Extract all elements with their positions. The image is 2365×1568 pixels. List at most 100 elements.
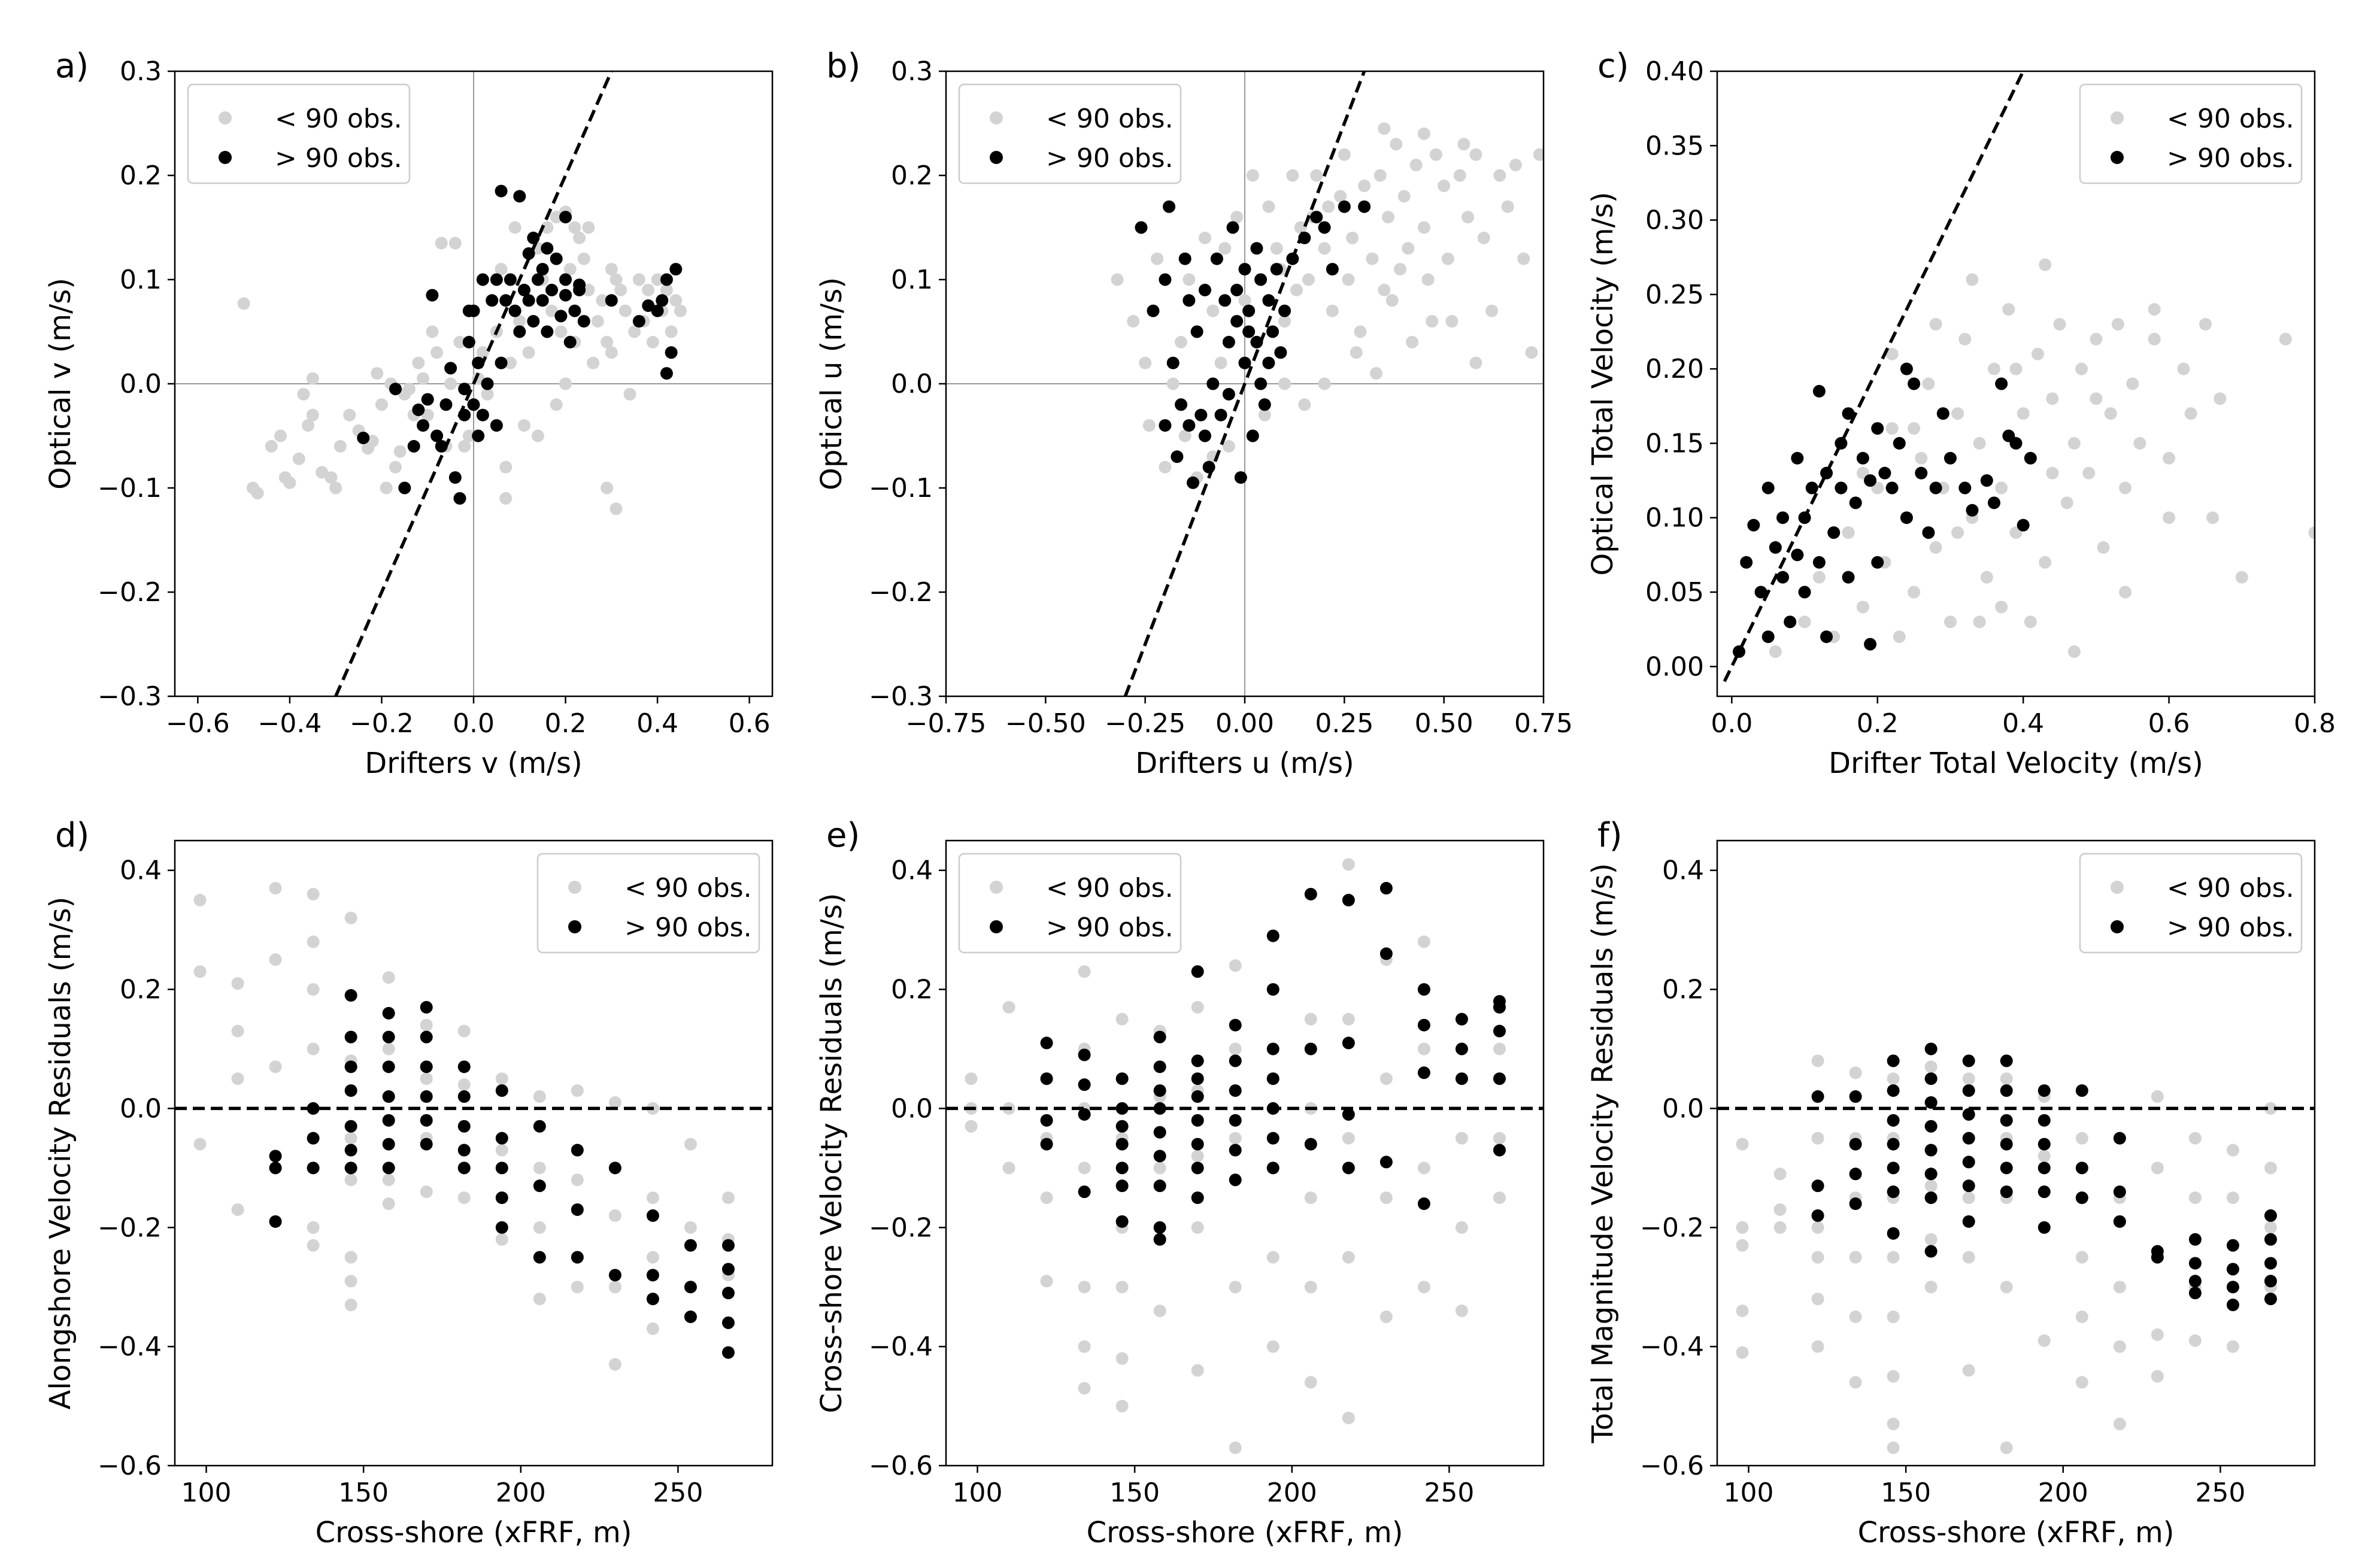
x-tick-label: 0.6 bbox=[729, 708, 771, 739]
data-point bbox=[1379, 1155, 1393, 1169]
data-point bbox=[2188, 1275, 2202, 1288]
data-point bbox=[660, 367, 673, 380]
data-point bbox=[1153, 1179, 1166, 1193]
y-tick-label: −0.4 bbox=[1640, 1332, 1704, 1362]
legend-box bbox=[958, 83, 1182, 184]
data-point bbox=[1304, 1138, 1317, 1151]
data-point bbox=[1206, 377, 1220, 390]
data-point bbox=[476, 273, 489, 286]
data-point bbox=[1951, 407, 1964, 420]
data-point bbox=[1229, 1042, 1242, 1056]
data-point bbox=[1469, 356, 1482, 369]
data-point bbox=[1222, 335, 1235, 348]
data-point bbox=[2046, 392, 2059, 405]
legend-marker bbox=[990, 151, 1003, 164]
data-point bbox=[2075, 1191, 2088, 1205]
data-point bbox=[2199, 318, 2212, 331]
data-point bbox=[1115, 1161, 1129, 1175]
data-point bbox=[435, 236, 448, 250]
x-tick-label: 0.4 bbox=[2002, 708, 2044, 739]
legend-marker bbox=[2111, 920, 2124, 933]
data-point bbox=[1366, 252, 1379, 265]
x-tick-label: 250 bbox=[653, 1478, 703, 1508]
data-point bbox=[1995, 600, 2008, 614]
data-point bbox=[1842, 526, 1855, 539]
x-axis-label: Cross-shore (xFRF, m) bbox=[1858, 1516, 2175, 1549]
data-point bbox=[1153, 1304, 1166, 1317]
data-point bbox=[2264, 1257, 2277, 1270]
data-point bbox=[344, 1161, 357, 1175]
legend-marker bbox=[219, 111, 232, 125]
data-point bbox=[1820, 466, 1833, 480]
data-point bbox=[608, 1281, 621, 1294]
x-tick-label: 0.75 bbox=[1514, 708, 1573, 739]
x-tick-label: −0.50 bbox=[1005, 708, 1086, 739]
data-point bbox=[382, 971, 395, 984]
data-point bbox=[499, 460, 513, 474]
data-point bbox=[1153, 1102, 1166, 1115]
data-point bbox=[2133, 436, 2146, 450]
data-point bbox=[2075, 1161, 2088, 1175]
data-point bbox=[1358, 200, 1371, 213]
data-point bbox=[448, 236, 462, 250]
data-point bbox=[1230, 315, 1244, 328]
data-point bbox=[1849, 1090, 1862, 1103]
data-point bbox=[1773, 1221, 1787, 1234]
data-point bbox=[1262, 294, 1275, 307]
data-point bbox=[1924, 1144, 1938, 1157]
data-point bbox=[1342, 893, 1355, 906]
data-point bbox=[344, 1084, 357, 1097]
panel-c: c) 0.0 0.2 0.4 0.6 0.8 0.00 0.05 0.10 0.15 0.20 0.2… bbox=[1586, 47, 2336, 780]
data-point bbox=[307, 1221, 320, 1234]
data-point bbox=[550, 398, 563, 411]
data-point bbox=[486, 294, 499, 307]
data-point bbox=[1182, 294, 1196, 307]
data-point bbox=[1417, 127, 1430, 140]
data-point bbox=[430, 429, 444, 442]
data-point bbox=[421, 393, 434, 406]
data-point bbox=[2214, 392, 2227, 405]
data-point bbox=[1455, 1012, 1468, 1026]
y-tick-label: −0.2 bbox=[869, 1212, 933, 1243]
data-point bbox=[1379, 947, 1393, 960]
data-point bbox=[1182, 273, 1196, 286]
data-point bbox=[2151, 1370, 2164, 1383]
data-point bbox=[1040, 1072, 1053, 1085]
data-point bbox=[371, 367, 384, 380]
data-point bbox=[608, 1269, 621, 1282]
data-point bbox=[721, 1287, 735, 1300]
series-gt-90-obs bbox=[269, 989, 735, 1359]
data-point bbox=[476, 346, 489, 359]
data-point bbox=[1115, 1400, 1129, 1413]
data-point bbox=[2264, 1102, 2277, 1115]
legend-label: > 90 obs. bbox=[1046, 143, 1174, 174]
panel-label: a) bbox=[55, 47, 89, 86]
data-point bbox=[2308, 526, 2315, 539]
data-point bbox=[1405, 335, 1418, 348]
data-point bbox=[1040, 1036, 1053, 1050]
data-point bbox=[495, 263, 508, 276]
data-point bbox=[1153, 1161, 1166, 1175]
data-point bbox=[531, 273, 544, 286]
data-point bbox=[1924, 1096, 1938, 1109]
data-point bbox=[382, 1138, 395, 1151]
data-point bbox=[495, 1233, 508, 1246]
data-point bbox=[1166, 356, 1180, 369]
data-point bbox=[614, 283, 627, 296]
data-point bbox=[646, 1209, 659, 1222]
data-point bbox=[1111, 273, 1124, 286]
data-point bbox=[618, 304, 632, 317]
data-point bbox=[1334, 190, 1347, 203]
plot-area bbox=[946, 858, 1544, 1454]
data-point bbox=[1286, 169, 1299, 182]
data-point bbox=[1254, 377, 1268, 390]
data-point bbox=[1812, 556, 1826, 569]
data-point bbox=[193, 1138, 207, 1151]
data-point bbox=[2000, 1281, 2013, 1294]
data-point bbox=[420, 1072, 433, 1085]
data-point bbox=[1929, 541, 1942, 554]
data-point bbox=[453, 335, 466, 348]
data-point bbox=[2104, 407, 2117, 420]
data-point bbox=[495, 1084, 508, 1097]
data-point bbox=[1811, 1090, 1824, 1103]
